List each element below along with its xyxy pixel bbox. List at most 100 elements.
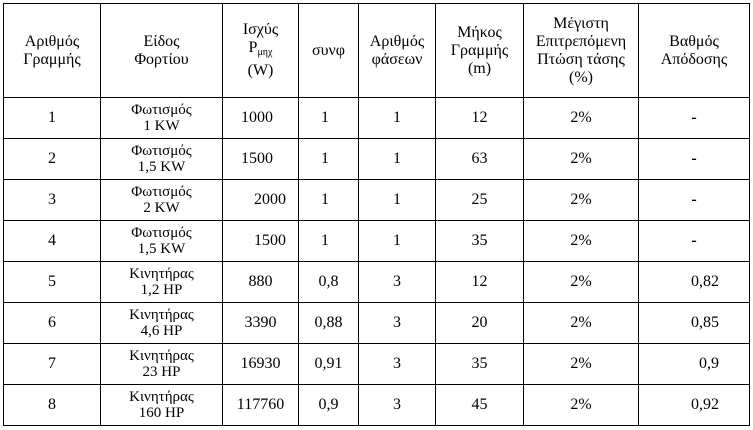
cell-efficiency: - [638,138,750,180]
cell-length: 35 [435,220,524,262]
header-text: Αριθμός [24,32,80,50]
header-power: Ισχύς Pμηχ (W) [222,3,299,98]
table-wrapper: Αριθμός Γραμμής Είδος Φορτίου Ισχύς Pμηχ… [3,3,750,426]
header-text: Γραμμής [23,50,81,68]
cell-voltage-drop: 2% [523,302,639,344]
cell-load-type: Κινητήρας 1,2 HP [100,261,223,303]
header-phases: Αριθμός φάσεων [358,3,436,98]
load-kind: Φωτισμός [131,143,192,159]
load-kind: Κινητήρας [129,348,194,364]
cell-power: 16930 [222,343,299,385]
header-text: Αριθμός [369,32,425,50]
cell-efficiency: 0,82 [638,261,750,303]
header-voltage-drop: Μέγιστη Επιτρεπόμενη Πτώση τάσης (%) [523,3,639,98]
header-text: Μέγιστη [553,14,609,32]
cell-load-type: Φωτισμός 2 KW [100,179,223,221]
cell-line-number: 8 [3,384,101,426]
cell-line-number: 3 [3,179,101,221]
load-rating: 4,6 HP [140,323,183,339]
header-text: Πτώση τάσης [537,50,625,68]
table-row: 2 Φωτισμός 1,5 KW 1500 1 1 63 2% - [3,138,750,180]
header-text: (W) [247,62,274,79]
cell-power: 2000 [222,179,299,221]
header-text: (%) [569,68,593,86]
table-row: 3 Φωτισμός 2 KW 2000 1 1 25 2% - [3,179,750,221]
cell-phases: 3 [358,261,436,303]
cell-voltage-drop: 2% [523,97,639,139]
header-subscript: μηχ [257,47,273,58]
table-row: 1 Φωτισμός 1 KW 1000 1 1 12 2% - [3,97,750,139]
cell-length: 12 [435,97,524,139]
cell-voltage-drop: 2% [523,138,639,180]
cell-cosphi: 0,8 [298,261,359,303]
cell-line-number: 5 [3,261,101,303]
header-text: (m) [467,59,492,77]
cell-cosphi: 0,9 [298,384,359,426]
cell-load-type: Φωτισμός 1,5 KW [100,138,223,180]
cell-power: 117760 [222,384,299,426]
cell-cosphi: 0,91 [298,343,359,385]
cell-power: 880 [222,261,299,303]
cell-phases: 1 [358,220,436,262]
cell-voltage-drop: 2% [523,261,639,303]
cell-cosphi: 1 [298,97,359,139]
load-kind: Φωτισμός [131,184,192,200]
cell-efficiency: 0,9 [638,343,750,385]
load-kind: Φωτισμός [131,225,192,241]
load-kind: Κινητήρας [129,389,194,405]
header-text: Επιτρεπόμενη [535,32,627,50]
cell-phases: 3 [358,302,436,344]
cell-voltage-drop: 2% [523,220,639,262]
cell-cosphi: 1 [298,220,359,262]
header-text: Φορτίου [134,50,189,68]
cell-voltage-drop: 2% [523,343,639,385]
cell-line-number: 4 [3,220,101,262]
cell-length: 12 [435,261,524,303]
load-rating: 1,2 HP [140,282,183,298]
table-row: 4 Φωτισμός 1,5 KW 1500 1 1 35 2% - [3,220,750,262]
load-rating: 2 KW [143,200,180,216]
cell-length: 63 [435,138,524,180]
cell-load-type: Κινητήρας 4,6 HP [100,302,223,344]
cell-length: 35 [435,343,524,385]
load-rating: 1,5 KW [137,159,186,175]
table-row: 5 Κινητήρας 1,2 HP 880 0,8 3 12 2% 0,82 [3,261,750,303]
header-text: Μήκος [457,23,502,41]
cell-phases: 1 [358,97,436,139]
cell-cosphi: 0,88 [298,302,359,344]
cell-efficiency: 0,92 [638,384,750,426]
cell-phases: 1 [358,138,436,180]
cell-phases: 3 [358,384,436,426]
cell-load-type: Φωτισμός 1,5 KW [100,220,223,262]
header-text: Είδος [143,32,180,50]
cell-efficiency: - [638,97,750,139]
header-row: Αριθμός Γραμμής Είδος Φορτίου Ισχύς Pμηχ… [3,3,750,98]
header-text: P [248,39,258,56]
table-row: 8 Κινητήρας 160 HP 117760 0,9 3 45 2% 0,9… [3,384,750,426]
load-rating: 1 KW [143,118,180,134]
load-kind: Φωτισμός [131,102,192,118]
cell-efficiency: 0,85 [638,302,750,344]
cell-length: 20 [435,302,524,344]
header-text: Απόδοσης [660,50,728,68]
header-line-number: Αριθμός Γραμμής [3,3,101,98]
header-load-type: Είδος Φορτίου [100,3,223,98]
load-rating: 23 HP [142,364,181,380]
table-row: 7 Κινητήρας 23 HP 16930 0,91 3 35 2% 0,9 [3,343,750,385]
header-text: συνφ [311,41,345,59]
cell-phases: 3 [358,343,436,385]
cell-cosphi: 1 [298,138,359,180]
load-rating: 1,5 KW [137,241,186,257]
header-text: Ισχύς [242,21,279,38]
cell-phases: 1 [358,179,436,221]
cell-voltage-drop: 2% [523,384,639,426]
header-efficiency: Βαθμός Απόδοσης [638,3,750,98]
header-text: φάσεων [371,50,423,68]
cell-line-number: 6 [3,302,101,344]
cell-load-type: Φωτισμός 1 KW [100,97,223,139]
cell-load-type: Κινητήρας 160 HP [100,384,223,426]
header-length: Μήκος Γραμμής (m) [435,3,524,98]
cell-line-number: 7 [3,343,101,385]
power-lines-table: Αριθμός Γραμμής Είδος Φορτίου Ισχύς Pμηχ… [3,3,750,426]
cell-length: 25 [435,179,524,221]
